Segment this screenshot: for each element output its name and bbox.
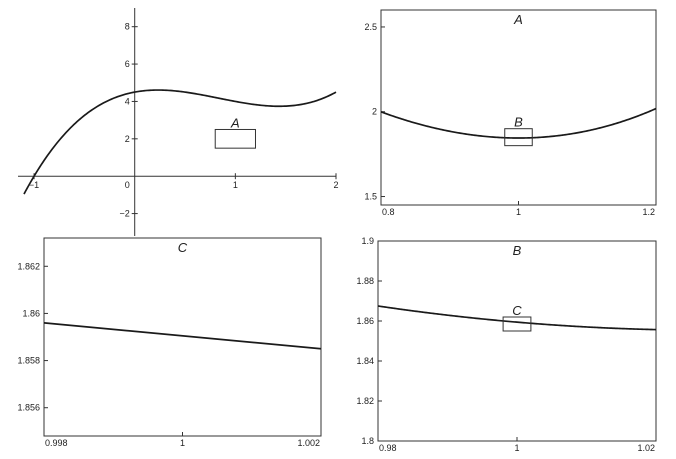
panel-b-curve xyxy=(378,305,656,331)
panel-b-x-tick-label: 1 xyxy=(514,443,519,453)
panel-a-curve xyxy=(381,107,656,139)
panel-b-y-tick-label: 1.8 xyxy=(361,436,374,446)
panel-b: 1.9 1.88 1.86 1.84 1.82 1.8 0.98 1 1.02 B C xyxy=(356,236,657,453)
panel-a-x-tick-label: 1 xyxy=(516,207,521,217)
panel-a-x-tick-label: 0.8 xyxy=(382,207,395,217)
panel-b-y-tick-label: 1.82 xyxy=(356,396,374,406)
panel-b-y-tick-label: 1.84 xyxy=(356,356,374,366)
panel-b-x-tick-label: 1.02 xyxy=(637,443,655,453)
panel-a-frame xyxy=(380,9,657,206)
panel-c-x-tick-label: 1 xyxy=(180,438,185,448)
panel-a-y-tick-label: 1.5 xyxy=(364,192,377,202)
zoom-box-b xyxy=(504,128,533,147)
main-y-tick-label: 2 xyxy=(125,134,130,144)
panel-b-title: B xyxy=(513,243,522,258)
panel-c-y-tick-label: 1.858 xyxy=(17,356,40,366)
main-x-tick-label: 2 xyxy=(333,180,338,190)
main-x-tick-label: 1 xyxy=(233,180,238,190)
main-curve xyxy=(23,89,337,195)
panel-c-curve xyxy=(44,322,321,350)
panel-b-y-tick-label: 1.9 xyxy=(361,236,374,246)
main-y-tick-label: 8 xyxy=(125,22,130,32)
panel-a-x-tick-label: 1.2 xyxy=(642,207,655,217)
panel-b-y-tick-label: 1.86 xyxy=(356,316,374,326)
main-x-tick-label: −1 xyxy=(29,180,39,190)
panel-a-title: A xyxy=(513,12,523,27)
zoom-box-b-label: B xyxy=(514,115,523,130)
panel-b-y-tick-label: 1.88 xyxy=(356,276,374,286)
main-plot: −1 1 2 8 6 4 2 −2 0 A xyxy=(18,8,339,236)
main-y-tick-label: 4 xyxy=(125,96,130,106)
panel-b-frame xyxy=(377,240,657,442)
zoom-box-c xyxy=(502,316,532,332)
panel-c-frame xyxy=(43,237,322,437)
panel-a-y-tick-label: 2.5 xyxy=(364,22,377,32)
zoom-box-c-label: C xyxy=(512,303,522,318)
main-origin-label: 0 xyxy=(125,180,130,190)
panel-c-y-tick-label: 1.856 xyxy=(17,403,40,413)
panel-c-title: C xyxy=(178,240,188,255)
main-y-tick-label: −2 xyxy=(119,209,129,219)
panel-a-y-tick-label: 2 xyxy=(372,107,377,117)
panel-c-y-tick-label: 1.862 xyxy=(17,261,40,271)
zoom-box-a-label: A xyxy=(230,115,240,130)
panel-c: 1.862 1.86 1.858 1.856 0.998 1 1.002 C xyxy=(17,237,322,448)
main-y-tick-label: 6 xyxy=(125,59,130,69)
panel-a: 2.5 2 1.5 0.8 1 1.2 A B xyxy=(364,9,657,217)
panel-c-x-tick-label: 1.002 xyxy=(297,438,320,448)
panel-b-x-tick-label: 0.98 xyxy=(379,443,397,453)
panel-c-x-tick-label: 0.998 xyxy=(45,438,68,448)
zoom-box-a xyxy=(214,128,256,149)
panel-c-y-tick-label: 1.86 xyxy=(22,308,40,318)
